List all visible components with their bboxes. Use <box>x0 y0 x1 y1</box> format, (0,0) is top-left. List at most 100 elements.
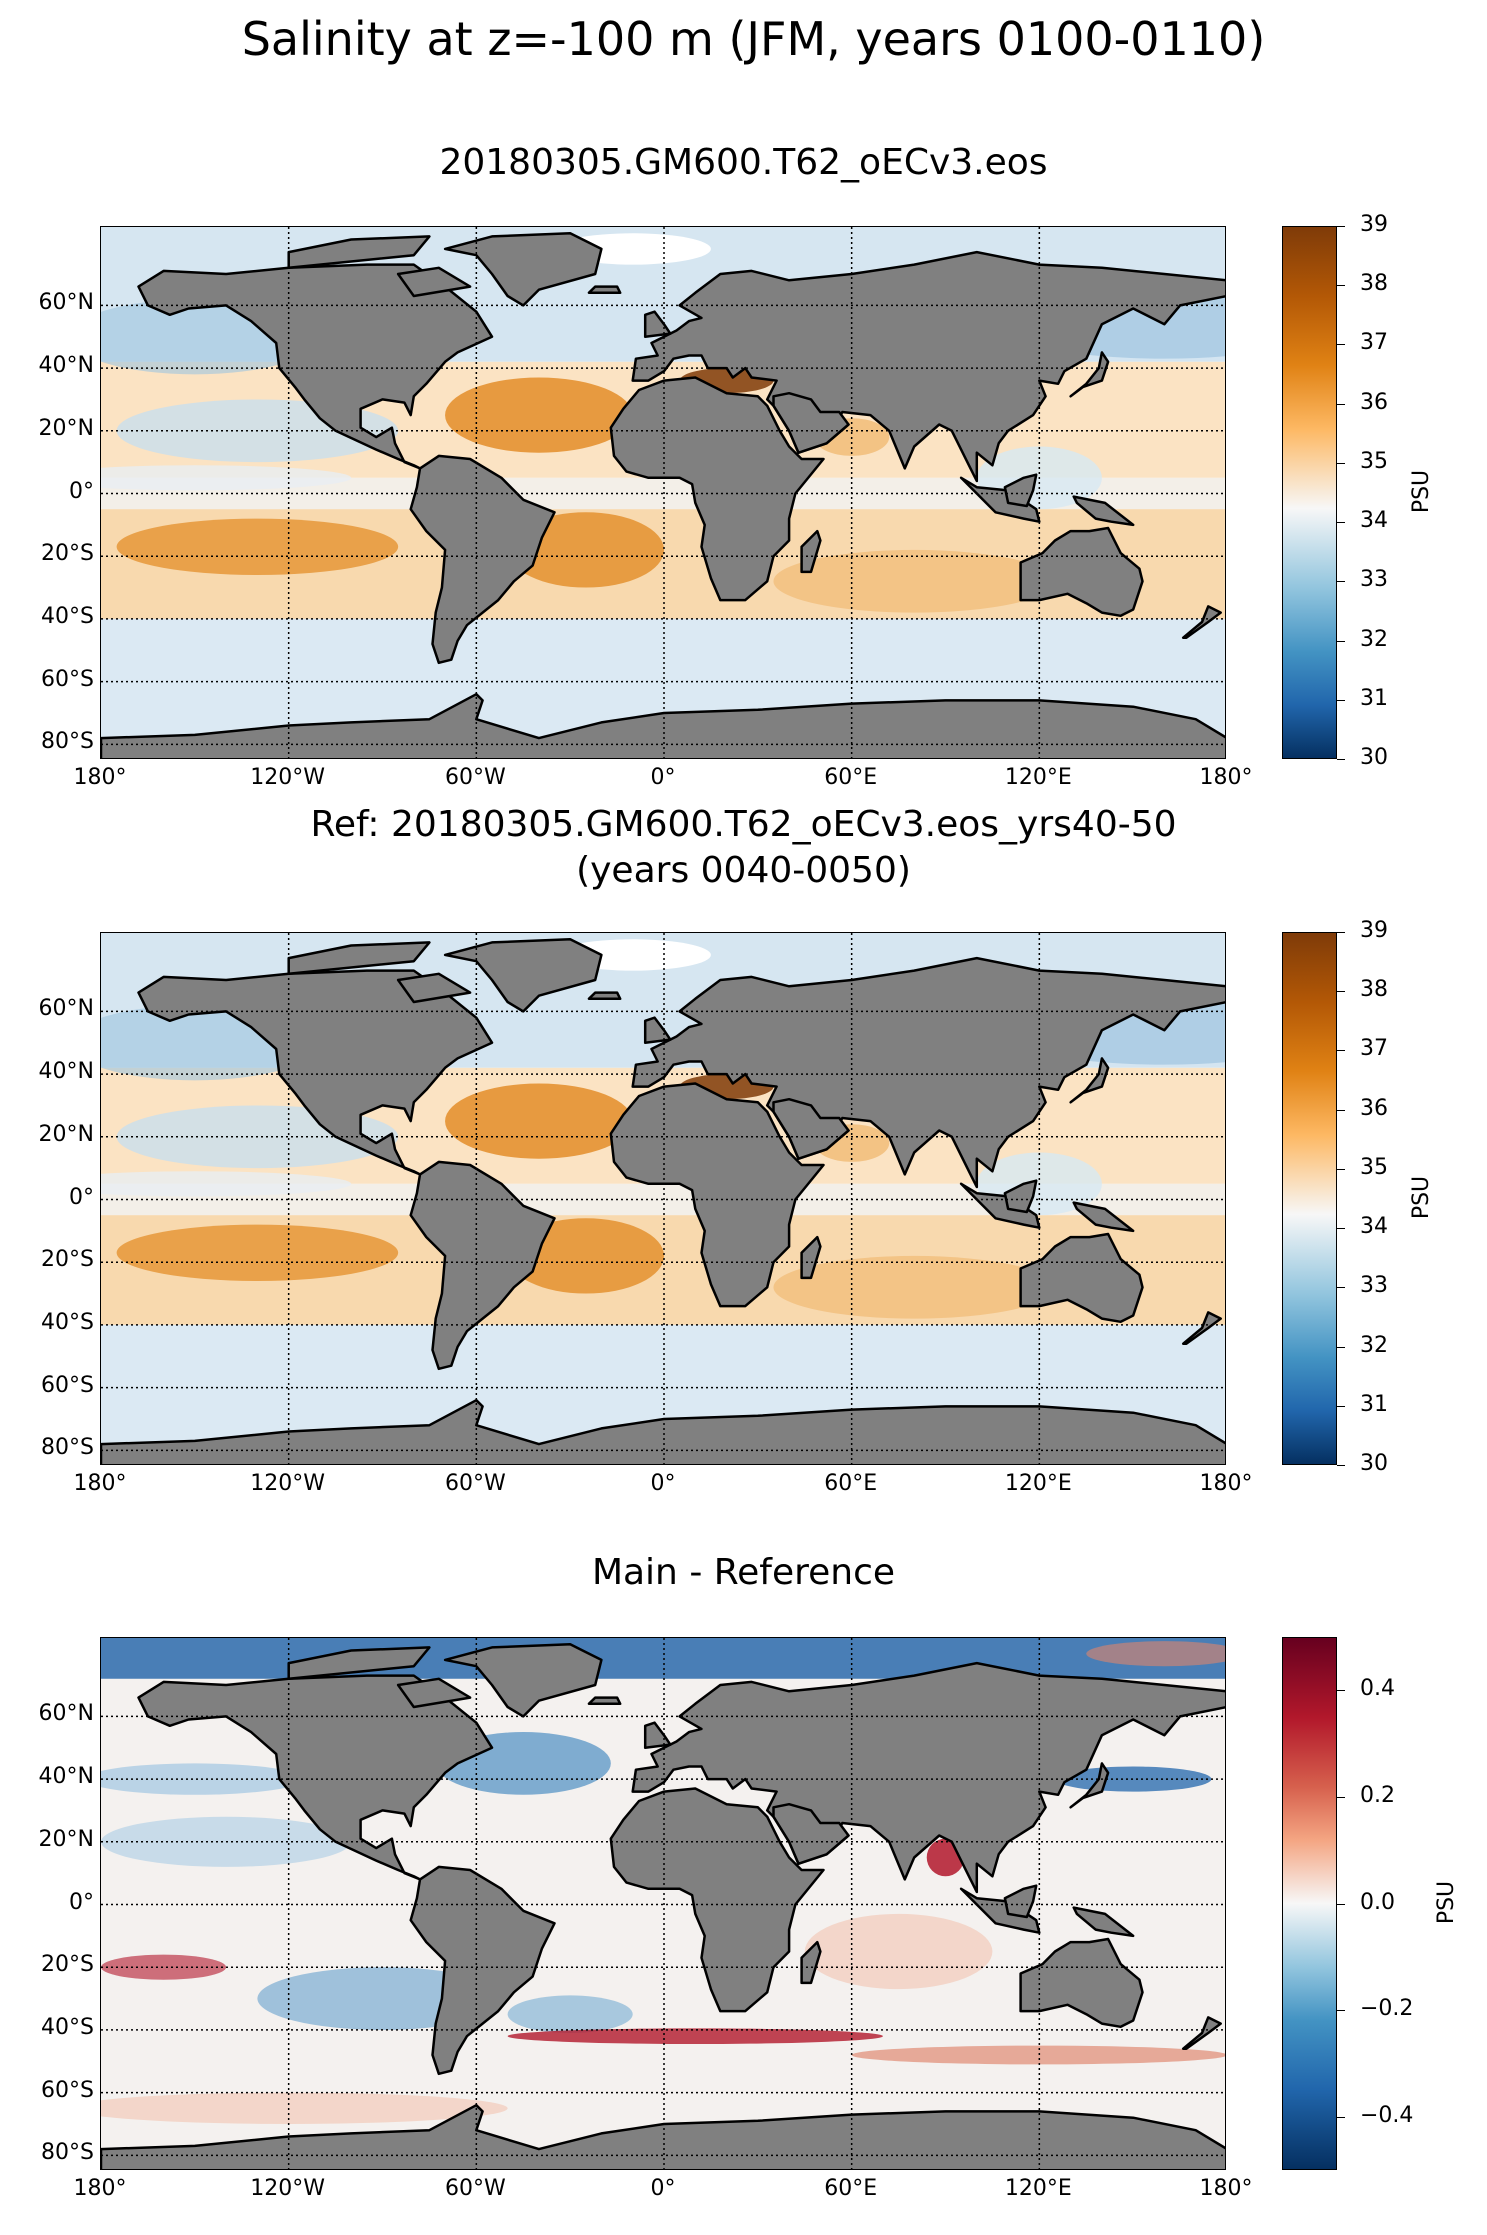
land-mask <box>101 1643 1225 2169</box>
colorbar-tick <box>1337 640 1345 642</box>
itcz <box>101 1171 352 1197</box>
landmass-greenland <box>443 1643 603 1718</box>
map-canvas-reference <box>101 933 1225 1464</box>
lon-tick-label: 60°W <box>444 765 506 790</box>
colorbar-tick <box>1337 1405 1345 1407</box>
colorbar-tick <box>1337 699 1345 701</box>
landmass-eurasia <box>631 250 1225 483</box>
colorbar-main <box>1282 226 1337 759</box>
colorbar-tick-label: 33 <box>1360 567 1388 593</box>
landmass-uk <box>643 310 672 338</box>
indian-salty <box>773 1255 1055 1319</box>
lat-tick-label: 60°S <box>41 1372 94 1398</box>
colorbar-tick <box>1337 285 1345 287</box>
landmass-newGuinea <box>1072 1201 1135 1233</box>
colorbar-tick-label: 31 <box>1360 1391 1388 1417</box>
colorbar-tick <box>1337 2116 1345 2118</box>
lat-tick-label: 20°S <box>41 1952 94 1978</box>
landmass-indonesia <box>959 1887 1041 1934</box>
landmass-nz <box>1181 2016 1222 2050</box>
landmass-japan <box>1069 1057 1110 1104</box>
colorbar-tick-label: 30 <box>1360 1451 1388 1476</box>
lat-tick-label: 0° <box>69 478 94 504</box>
landmass-indonesia <box>959 476 1041 523</box>
colorbar-tick-label: 32 <box>1360 626 1388 652</box>
lat-tick-label: 40°N <box>38 1764 94 1790</box>
colorbar-tick-label: 38 <box>1360 977 1388 1003</box>
lat-tick-label: 60°N <box>38 290 94 316</box>
lat-tick-label: 40°S <box>41 1309 94 1335</box>
colorbar-tick <box>1337 1228 1345 1230</box>
landmass-baffin <box>396 972 472 1004</box>
landmass-arcticIslands <box>287 941 431 976</box>
colorbar-tick <box>1337 1050 1345 1052</box>
colorbar-tick-label: 0.4 <box>1360 1676 1395 1702</box>
landmass-nz <box>1181 605 1222 639</box>
landmass-japan <box>1069 351 1110 398</box>
lon-tick-label: 60°W <box>444 1471 506 1496</box>
lon-tick-label: 60°E <box>824 2176 878 2201</box>
acc-front-pos <box>507 2028 883 2045</box>
colorbar-tick <box>1337 759 1345 760</box>
colorbar-tick <box>1337 462 1345 464</box>
colorbar-tick <box>1337 522 1345 524</box>
lat-tick-label: 0° <box>69 1889 94 1915</box>
lat-tick-label: 60°N <box>38 996 94 1022</box>
lat-tick-label: 20°S <box>41 1247 94 1273</box>
lat-tick-label: 20°N <box>38 1826 94 1852</box>
colorbar-tick-label: 32 <box>1360 1332 1388 1358</box>
landmass-arabia <box>772 1097 850 1160</box>
colorbar-tick <box>1337 1287 1345 1289</box>
colorbar-tick <box>1337 2010 1345 2012</box>
lat-tick-label: 40°S <box>41 603 94 629</box>
colorbar-tick-label: 35 <box>1360 448 1388 474</box>
lat-tick-label: 60°S <box>41 666 94 692</box>
lat-tick-label: 40°N <box>38 353 94 379</box>
colorbar-tick-label: 0.2 <box>1360 1782 1395 1808</box>
lon-tick-label: 60°E <box>824 765 878 790</box>
s-pacific-salty <box>116 1224 399 1282</box>
landmass-madagascar <box>800 1235 822 1280</box>
lat-tick-label: 20°S <box>41 541 94 567</box>
arctic-pos <box>1086 1641 1225 1667</box>
landmass-australia <box>1019 1937 1144 2029</box>
colorbar-tick-label: 39 <box>1360 918 1388 943</box>
lat-tick-label: 20°N <box>38 1121 94 1147</box>
colorbar-tick <box>1337 1346 1345 1348</box>
landmass-newGuinea <box>1072 495 1135 527</box>
lon-tick-label: 60°W <box>444 2176 506 2201</box>
landmass-arcticIslands <box>287 235 431 270</box>
colorbar-tick <box>1337 403 1345 405</box>
lon-tick-label: 0° <box>650 1471 676 1496</box>
colorbar-tick-label: 35 <box>1360 1154 1388 1180</box>
s-atlantic-neg <box>507 1995 633 2034</box>
indian-salty <box>773 549 1055 613</box>
colorbar-tick <box>1337 932 1345 933</box>
landmass-southAmerica <box>409 1865 556 2076</box>
acc-front-pos-2 <box>851 2045 1225 2065</box>
s-atlantic-salty <box>507 512 664 588</box>
landmass-madagascar <box>800 1940 822 1985</box>
lon-tick-label: 120°E <box>1004 1471 1072 1496</box>
figure-title: Salinity at z=-100 m (JFM, years 0100-01… <box>241 12 1266 66</box>
colorbar-label: PSU <box>1434 1880 1460 1924</box>
colorbar-tick <box>1337 1690 1345 1692</box>
colorbar-tick <box>1337 1796 1345 1798</box>
colorbar-tick-label: 31 <box>1360 685 1388 711</box>
lon-tick-label: 180° <box>1199 765 1253 790</box>
colorbar-tick-label: 33 <box>1360 1273 1388 1299</box>
colorbar-tick <box>1337 581 1345 583</box>
landmass-uk <box>643 1016 672 1044</box>
colorbar-tick-label: 36 <box>1360 1095 1388 1121</box>
lon-tick-label: 180° <box>1199 1471 1253 1496</box>
colorbar-tick-label: 0.0 <box>1360 1889 1395 1915</box>
lon-tick-label: 0° <box>650 765 676 790</box>
lat-tick-label: 40°S <box>41 2014 94 2040</box>
lon-tick-label: 180° <box>73 765 127 790</box>
lon-tick-label: 180° <box>73 1471 127 1496</box>
colorbar-tick-label: 37 <box>1360 1036 1388 1062</box>
s-pacific-salty <box>116 518 399 576</box>
colorbar-tick-label: 30 <box>1360 745 1388 770</box>
colorbar-label: PSU <box>1409 469 1435 513</box>
s-atlantic-salty <box>507 1218 664 1294</box>
